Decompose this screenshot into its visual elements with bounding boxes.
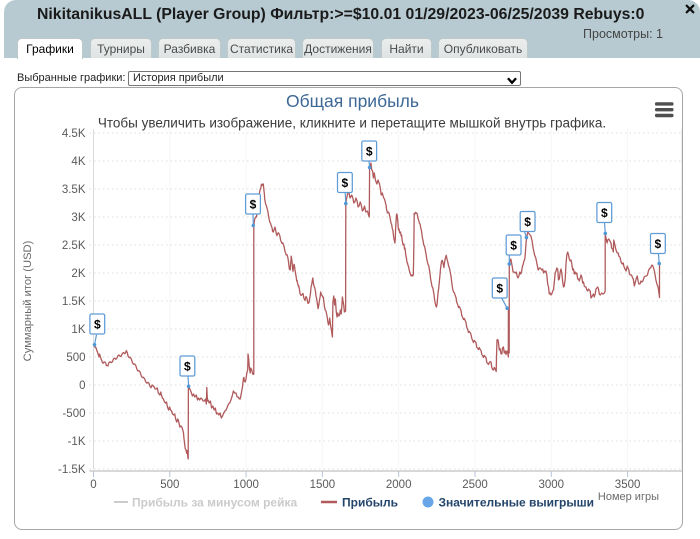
svg-text:$: $ <box>184 359 191 373</box>
svg-text:1000: 1000 <box>233 479 259 491</box>
svg-text:2K: 2K <box>71 268 85 280</box>
svg-text:$: $ <box>524 215 531 229</box>
svg-text:$: $ <box>342 176 349 190</box>
svg-text:$: $ <box>510 238 517 252</box>
svg-text:$: $ <box>366 144 373 158</box>
svg-text:2500: 2500 <box>462 479 488 491</box>
svg-text:2.5K: 2.5K <box>62 240 86 252</box>
svg-text:Прибыль за минусом рейка: Прибыль за минусом рейка <box>132 496 297 510</box>
svg-text:0: 0 <box>79 380 85 392</box>
svg-text:-500: -500 <box>62 408 85 420</box>
svg-text:Номер игры: Номер игры <box>598 491 659 503</box>
svg-text:-1K: -1K <box>68 436 86 448</box>
svg-text:0: 0 <box>90 479 96 491</box>
svg-text:Суммарный итог (USD): Суммарный итог (USD) <box>22 240 34 361</box>
svg-text:$: $ <box>250 197 257 211</box>
svg-text:-1.5K: -1.5K <box>58 464 86 476</box>
svg-text:Значительные выигрыши: Значительные выигрыши <box>439 496 595 510</box>
svg-text:3000: 3000 <box>539 479 565 491</box>
svg-text:3.5K: 3.5K <box>62 184 86 196</box>
svg-text:$: $ <box>496 281 503 295</box>
svg-text:1.5K: 1.5K <box>62 296 86 308</box>
svg-text:Прибыль: Прибыль <box>342 496 398 510</box>
svg-text:2000: 2000 <box>386 479 412 491</box>
svg-text:3K: 3K <box>71 212 85 224</box>
svg-text:4.5K: 4.5K <box>62 128 86 140</box>
svg-text:500: 500 <box>160 479 179 491</box>
svg-text:3500: 3500 <box>615 479 641 491</box>
svg-text:500: 500 <box>66 352 85 364</box>
svg-text:$: $ <box>94 317 101 331</box>
svg-text:1K: 1K <box>71 324 85 336</box>
svg-text:$: $ <box>655 237 662 251</box>
svg-text:Чтобы увеличить изображение, к: Чтобы увеличить изображение, кликните и … <box>98 116 606 131</box>
svg-text:4K: 4K <box>71 156 85 168</box>
svg-text:$: $ <box>601 206 608 220</box>
svg-text:Общая прибыль: Общая прибыль <box>286 91 419 111</box>
svg-text:1500: 1500 <box>310 479 336 491</box>
